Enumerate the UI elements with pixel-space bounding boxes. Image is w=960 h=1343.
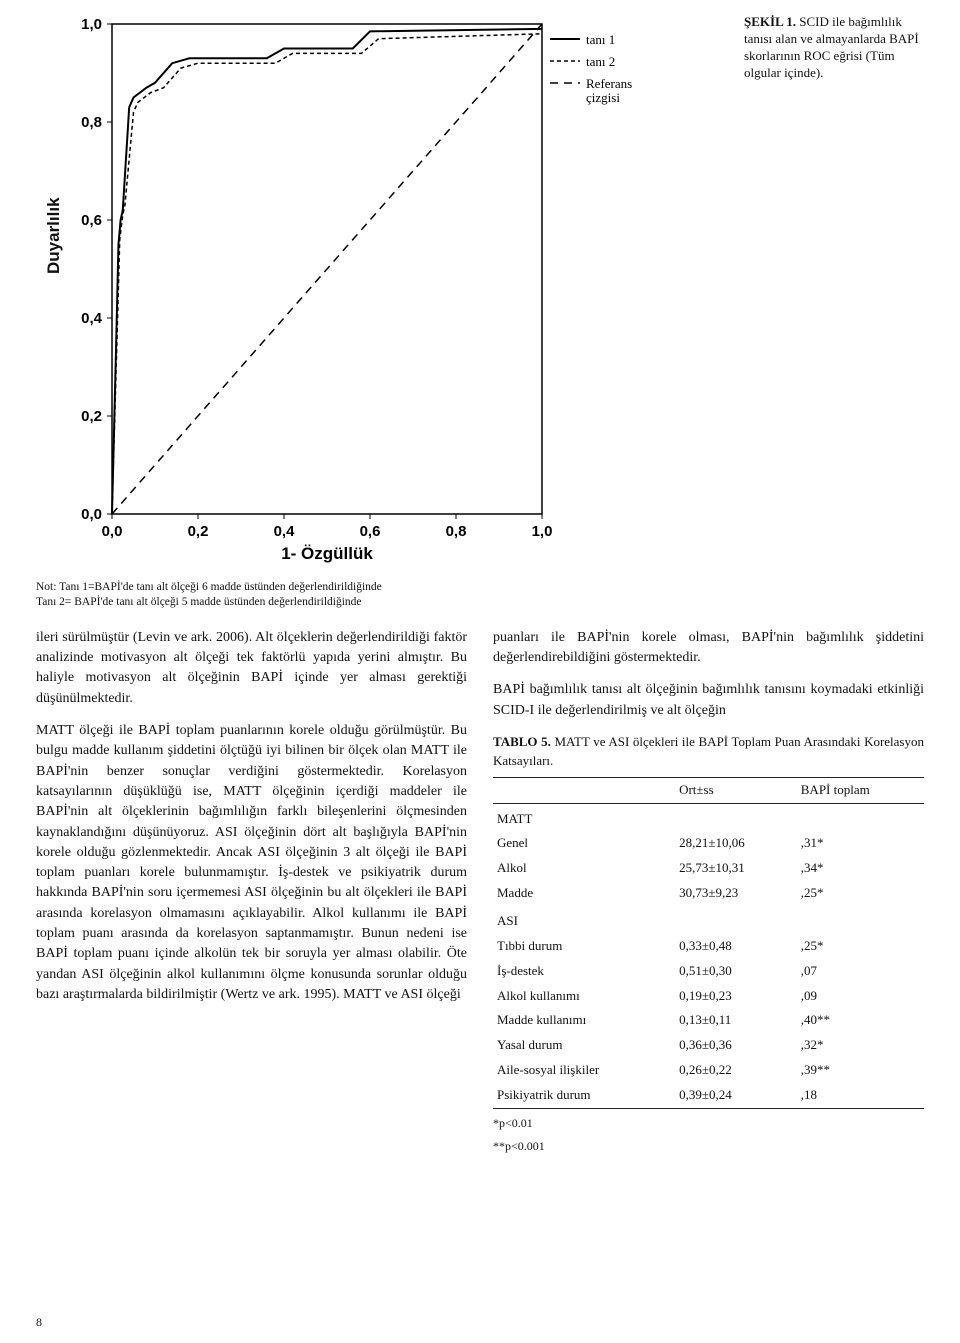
table-cell: ,34* — [797, 856, 924, 881]
table-cell: 25,73±10,31 — [675, 856, 797, 881]
table-cell: ,18 — [797, 1083, 924, 1108]
table-caption-bold: TABLO 5. — [493, 734, 551, 749]
table-cell: Madde kullanımı — [493, 1008, 675, 1033]
figure-note: Not: Tanı 1=BAPİ'de tanı alt ölçeği 6 ma… — [36, 580, 924, 610]
table-cell: 0,39±0,24 — [675, 1083, 797, 1108]
svg-text:tanı 1: tanı 1 — [586, 32, 615, 47]
body-columns: ileri sürülmüştür (Levin ve ark. 2006). … — [36, 628, 924, 1156]
table-cell: ,25* — [797, 934, 924, 959]
svg-text:0,8: 0,8 — [446, 523, 467, 540]
table-cell: 0,13±0,11 — [675, 1008, 797, 1033]
svg-text:0,4: 0,4 — [274, 523, 296, 540]
correlation-table: Ort±ss BAPİ toplam MATT Genel28,21±10,06… — [493, 777, 924, 1109]
table-header: Ort±ss — [675, 777, 797, 803]
figure-caption: ŞEKİL 1. SCID ile bağımlılık tanısı alan… — [744, 14, 924, 82]
y-axis-label: Duyarlılık — [42, 197, 67, 274]
svg-text:1,0: 1,0 — [81, 16, 102, 33]
table-cell: 0,19±0,23 — [675, 984, 797, 1009]
table-cell: ,39** — [797, 1058, 924, 1083]
table-cell: Alkol kullanımı — [493, 984, 675, 1009]
svg-text:0,2: 0,2 — [188, 523, 209, 540]
table-cell: ,25* — [797, 881, 924, 906]
paragraph: MATT ölçeği ile BAPİ toplam puanlarının … — [36, 721, 467, 1005]
table-cell: ,07 — [797, 959, 924, 984]
significance-note: **p<0.001 — [493, 1138, 924, 1155]
roc-chart: 0,0 0,2 0,4 0,6 0,8 1,0 0,0 0,2 0,4 0,6 0,8 1,0 1- Ö… — [52, 14, 692, 574]
figure-caption-title: ŞEKİL 1. — [744, 14, 796, 29]
table-cell: Aile-sosyal ilişkiler — [493, 1058, 675, 1083]
svg-text:0,0: 0,0 — [102, 523, 123, 540]
table-cell: Genel — [493, 831, 675, 856]
left-column: ileri sürülmüştür (Levin ve ark. 2006). … — [36, 628, 467, 1156]
svg-text:0,2: 0,2 — [81, 408, 102, 425]
svg-text:0,6: 0,6 — [360, 523, 381, 540]
table-cell: İş-destek — [493, 959, 675, 984]
svg-text:0,4: 0,4 — [81, 310, 103, 327]
table-cell: Madde — [493, 881, 675, 906]
table-header: BAPİ toplam — [797, 777, 924, 803]
significance-note: *p<0.01 — [493, 1115, 924, 1132]
table-cell: Psikiyatrik durum — [493, 1083, 675, 1108]
paragraph: puanları ile BAPİ'nin korele olması, BAP… — [493, 628, 924, 669]
table-section: ASI — [493, 906, 675, 934]
figure-note-line: Not: Tanı 1=BAPİ'de tanı alt ölçeği 6 ma… — [36, 580, 924, 595]
table-caption-text: MATT ve ASI ölçekleri ile BAPİ Toplam Pu… — [493, 734, 924, 768]
svg-text:tanı 2: tanı 2 — [586, 54, 615, 69]
table-cell: ,09 — [797, 984, 924, 1009]
figure-note-line: Tanı 2= BAPİ'de tanı alt ölçeği 5 madde … — [36, 595, 924, 610]
table-cell: 0,51±0,30 — [675, 959, 797, 984]
table-cell: ,40** — [797, 1008, 924, 1033]
table-cell: Yasal durum — [493, 1033, 675, 1058]
table-cell: 0,26±0,22 — [675, 1058, 797, 1083]
svg-text:0,6: 0,6 — [81, 212, 102, 229]
svg-text:0,0: 0,0 — [81, 506, 102, 523]
table-cell: ,31* — [797, 831, 924, 856]
table-cell: Alkol — [493, 856, 675, 881]
svg-text:1,0: 1,0 — [532, 523, 553, 540]
table-cell: 30,73±9,23 — [675, 881, 797, 906]
right-column: puanları ile BAPİ'nin korele olması, BAP… — [493, 628, 924, 1156]
table-header-empty — [493, 777, 675, 803]
table-cell: 0,36±0,36 — [675, 1033, 797, 1058]
paragraph: ileri sürülmüştür (Levin ve ark. 2006). … — [36, 628, 467, 709]
table-cell: 28,21±10,06 — [675, 831, 797, 856]
svg-text:0,8: 0,8 — [81, 114, 102, 131]
figure-region: ŞEKİL 1. SCID ile bağımlılık tanısı alan… — [36, 14, 924, 610]
table-section: MATT — [493, 803, 675, 831]
table-cell: 0,33±0,48 — [675, 934, 797, 959]
table-cell: Tıbbi durum — [493, 934, 675, 959]
paragraph: BAPİ bağımlılık tanısı alt ölçeğinin bağ… — [493, 680, 924, 721]
table-cell: ,32* — [797, 1033, 924, 1058]
svg-text:Referans: Referans — [586, 76, 632, 91]
table-caption: TABLO 5. MATT ve ASI ölçekleri ile BAPİ … — [493, 733, 924, 771]
page-number: 8 — [36, 1314, 42, 1331]
svg-text:çizgisi: çizgisi — [586, 90, 620, 105]
svg-text:1- Özgüllük: 1- Özgüllük — [281, 544, 373, 563]
